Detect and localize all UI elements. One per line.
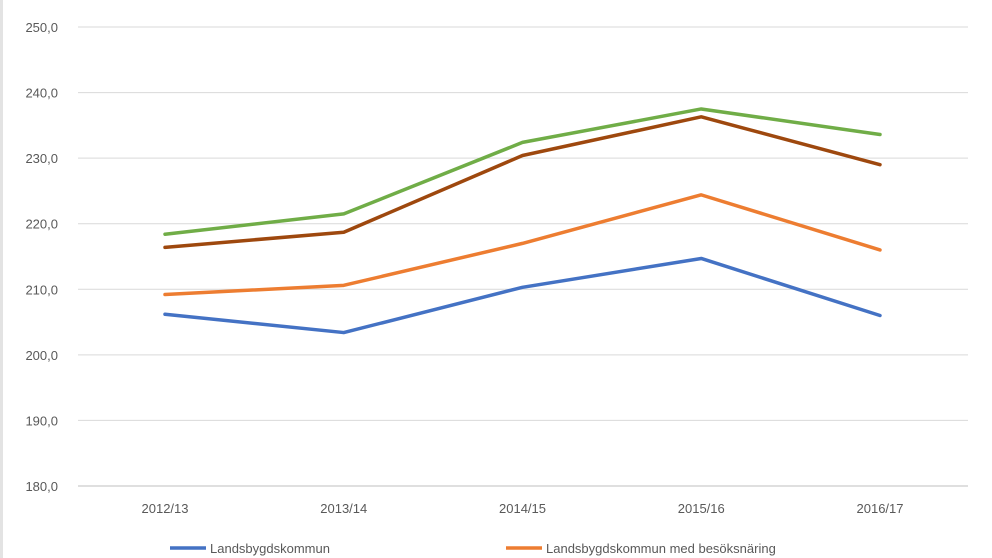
x-tick-label: 2014/15 [499, 501, 546, 516]
x-tick-label: 2015/16 [678, 501, 725, 516]
chart-frame-edge [0, 0, 3, 558]
x-tick-label: 2012/13 [142, 501, 189, 516]
y-tick-label: 180,0 [25, 479, 58, 494]
y-tick-label: 200,0 [25, 348, 58, 363]
series-line-3 [163, 115, 882, 250]
legend-label: Landsbygdskommun med besöksnäring [546, 541, 776, 556]
y-tick-label: 220,0 [25, 217, 58, 232]
x-tick-label: 2016/17 [857, 501, 904, 516]
y-tick-label: 210,0 [25, 282, 58, 297]
series-line-1 [163, 256, 882, 335]
y-tick-label: 240,0 [25, 86, 58, 101]
x-tick-label: 2013/14 [320, 501, 367, 516]
y-tick-label: 190,0 [25, 413, 58, 428]
y-tick-label: 250,0 [25, 20, 58, 35]
legend-label: Landsbygdskommun [210, 541, 330, 556]
series-line-4 [163, 107, 882, 236]
y-tick-label: 230,0 [25, 151, 58, 166]
series-line-2 [163, 193, 882, 297]
